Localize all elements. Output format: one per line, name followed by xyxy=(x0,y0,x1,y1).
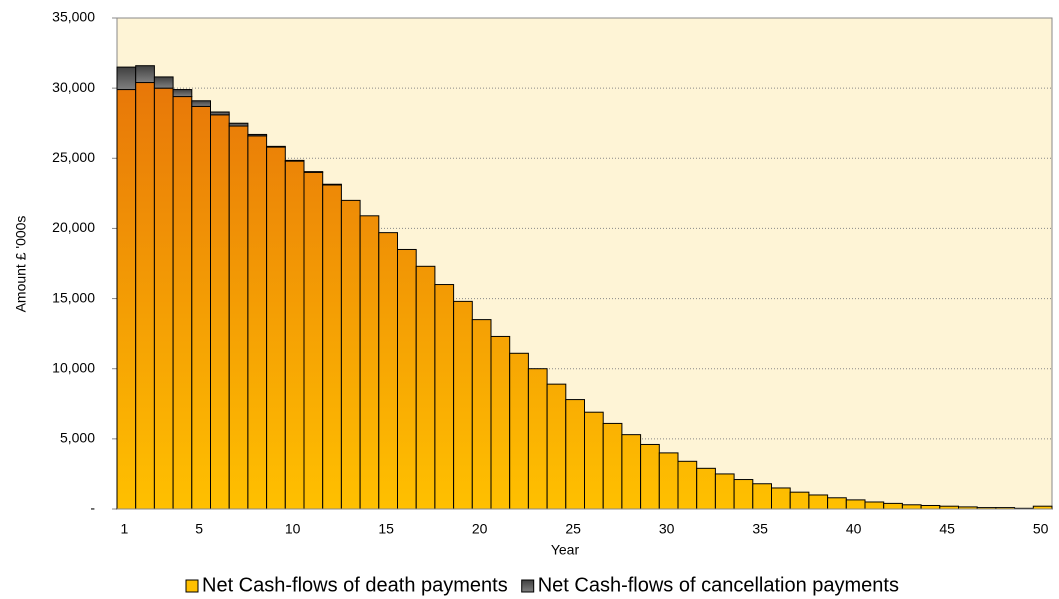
y-tick-label: 10,000 xyxy=(52,359,95,375)
bar-segment xyxy=(527,368,548,510)
bar-segment xyxy=(565,399,585,510)
bar-segment xyxy=(621,434,642,510)
bar-segment xyxy=(752,483,772,510)
x-tick-label: 25 xyxy=(565,521,581,537)
bar-segment xyxy=(247,135,268,510)
bar-segment xyxy=(247,133,268,137)
x-tick-label: 5 xyxy=(195,521,203,537)
bar-segment xyxy=(827,497,847,510)
x-tick-label: 45 xyxy=(939,521,955,537)
bar-segment xyxy=(228,125,249,510)
y-tick-label: 5,000 xyxy=(60,430,95,446)
bar-segment xyxy=(584,411,604,510)
bar-segment xyxy=(808,494,829,510)
y-tick-label: - xyxy=(90,500,95,516)
bar-segment xyxy=(116,66,137,91)
bar-segment xyxy=(471,319,492,510)
bar-segment xyxy=(845,499,866,510)
bar-segment xyxy=(453,300,473,510)
x-tick-label: 15 xyxy=(378,521,394,537)
legend-label: Net Cash-flows of cancellation payments xyxy=(538,574,899,596)
bar-segment xyxy=(789,491,810,510)
legend-label: Net Cash-flows of death payments xyxy=(202,574,508,596)
bar-segment xyxy=(359,215,380,510)
bar-segment xyxy=(284,159,305,162)
legend-swatch xyxy=(185,579,199,593)
bar-segment xyxy=(509,352,529,510)
bar-segment xyxy=(135,65,155,84)
bar-segment xyxy=(602,422,623,510)
bar-segment xyxy=(771,487,791,510)
bar-segment xyxy=(153,76,174,89)
bar-segment xyxy=(640,443,660,510)
bar-segment xyxy=(733,479,754,510)
bar-segment xyxy=(434,284,455,510)
bar-segment xyxy=(322,183,342,186)
bar-segment xyxy=(266,146,286,510)
bar-segment xyxy=(135,82,155,510)
x-axis-label: Year xyxy=(551,542,580,558)
bar-segment xyxy=(920,504,941,510)
x-tick-label: 10 xyxy=(285,521,301,537)
bar-segment xyxy=(714,473,735,510)
bar-segment xyxy=(397,248,417,510)
x-tick-label: 50 xyxy=(1033,521,1049,537)
bar-segment xyxy=(490,335,511,510)
y-tick-label: 15,000 xyxy=(52,289,95,305)
bar-segment xyxy=(172,89,193,98)
bar-segment xyxy=(322,184,342,510)
bar-segment xyxy=(172,96,193,510)
y-tick-label: 35,000 xyxy=(52,9,95,25)
y-tick-label: 25,000 xyxy=(52,149,95,165)
bar-segment xyxy=(546,383,567,510)
x-tick-label: 30 xyxy=(659,521,675,537)
bar-segment xyxy=(415,265,436,510)
bar-segment xyxy=(116,89,137,510)
bar-segment xyxy=(228,122,249,127)
y-tick-label: 30,000 xyxy=(52,79,95,95)
bar-segment xyxy=(864,501,885,510)
bar-segment xyxy=(191,100,212,107)
bar-segment xyxy=(901,504,922,510)
x-tick-label: 40 xyxy=(846,521,862,537)
x-tick-label: 1 xyxy=(120,521,128,537)
y-axis-label: Amount £ '000s xyxy=(13,216,29,313)
bar-segment xyxy=(191,105,212,510)
bar-segment xyxy=(303,171,324,173)
bar-segment xyxy=(303,171,324,510)
y-tick-label: 20,000 xyxy=(52,219,95,235)
x-tick-label: 20 xyxy=(472,521,488,537)
x-tick-label: 35 xyxy=(752,521,768,537)
bar-segment xyxy=(658,452,679,510)
bar-segment xyxy=(696,467,716,510)
bar-segment xyxy=(210,111,230,116)
bar-segment xyxy=(153,87,174,510)
bar-segment xyxy=(266,145,286,148)
bar-segment xyxy=(378,232,398,510)
bar-segment xyxy=(677,460,698,510)
bar-segment xyxy=(210,114,230,510)
bar-segment xyxy=(284,160,305,510)
bar-segment xyxy=(340,199,361,510)
bar-segment xyxy=(883,502,903,510)
legend-swatch xyxy=(521,579,535,593)
